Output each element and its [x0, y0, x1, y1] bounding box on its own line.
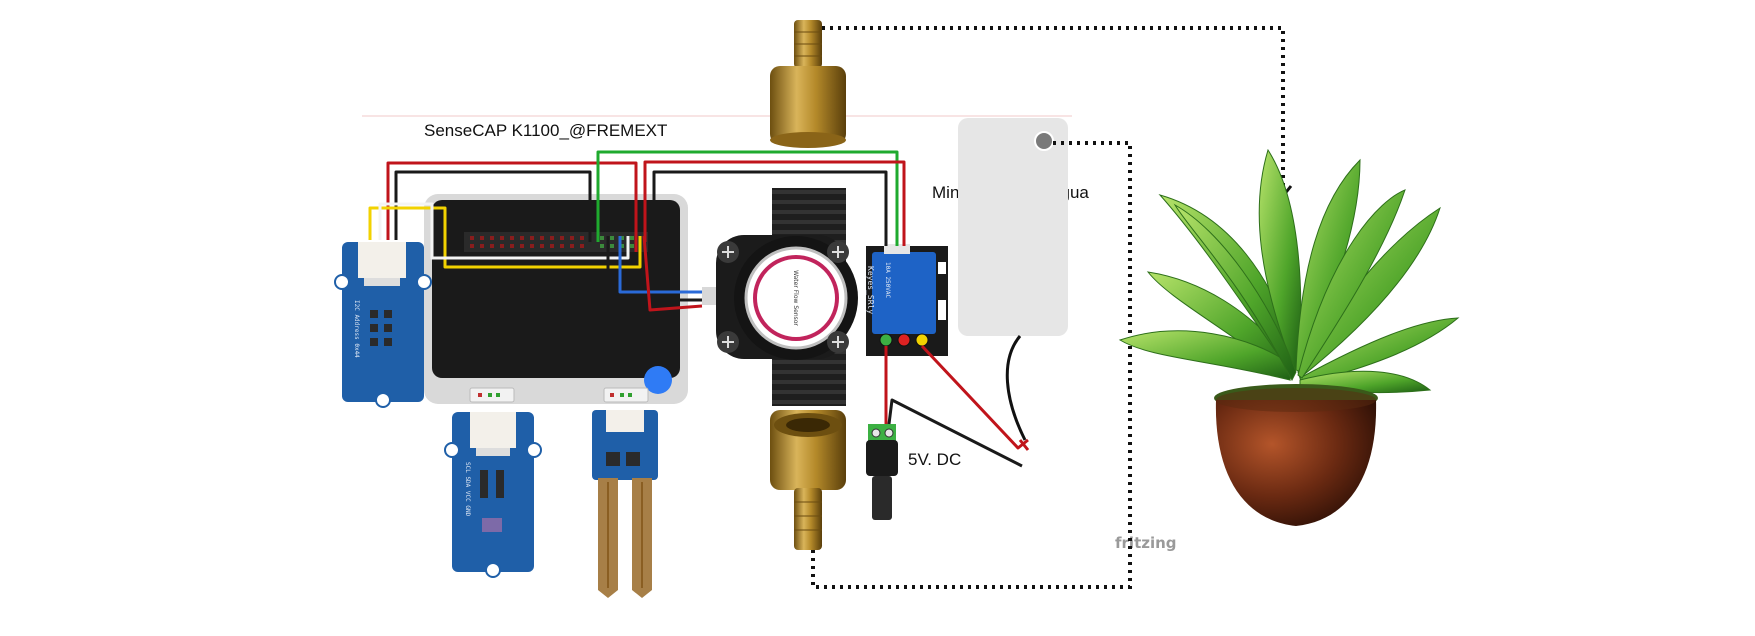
brass-fitting-top: [770, 20, 846, 148]
device-title: SenseCAP K1100_@FREMEXT: [424, 121, 667, 140]
soil-moisture-probe: [592, 410, 658, 598]
pump-outlet-icon: [1034, 131, 1054, 151]
flow-sensor: Water Flow Sensor: [702, 188, 858, 406]
brass-fitting-bottom: [770, 410, 846, 550]
gpio-header: [464, 232, 648, 252]
relay-brand-label: Keyes_SRly: [866, 266, 875, 314]
water-path: [811, 26, 1285, 589]
fritzing-watermark: fritzing: [1115, 534, 1177, 552]
grove-mid-label: SCL SDA VCC GND: [464, 462, 471, 517]
grove-sensor-middle: SCL SDA VCC GND: [444, 412, 542, 578]
relay-rating-label: 10A 250VAC: [884, 262, 891, 299]
dc-jack: [866, 424, 898, 520]
status-indicator: [644, 366, 672, 394]
sensecap-device: [424, 194, 688, 404]
plant-image: [1118, 148, 1460, 526]
wires: [368, 150, 1030, 468]
grove-left-label: I2C Address 0x44: [353, 300, 360, 358]
terminal-screw-icon: [897, 333, 911, 347]
terminal-screw-icon: [915, 333, 929, 347]
terminal-screw-icon: [879, 333, 893, 347]
relay-module: Keyes_SRly 10A 250VAC: [866, 244, 948, 356]
flow-sensor-label: Water Flow Sensor: [792, 270, 799, 326]
grove-sensor-left: I2C Address 0x44: [334, 242, 432, 408]
mini-pump: [958, 118, 1068, 441]
power-label: 5V. DC: [908, 450, 961, 469]
